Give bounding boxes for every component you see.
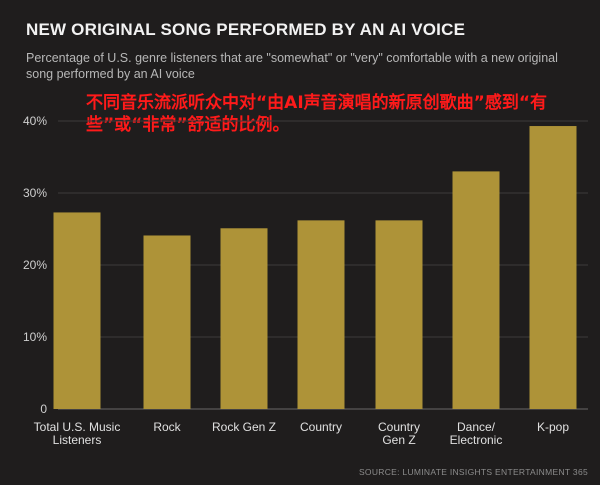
x-category-label: Dance/ (457, 420, 496, 434)
y-tick-label: 10% (23, 330, 47, 344)
x-category-label: Rock (153, 420, 181, 434)
x-category-label: Country (300, 420, 342, 434)
chart-title: NEW ORIGINAL SONG PERFORMED BY AN AI VOI… (26, 20, 466, 39)
chart-subtitle: Percentage of U.S. genre listeners that … (26, 51, 558, 81)
bar (53, 212, 101, 409)
x-category-label: Gen Z (382, 433, 415, 447)
y-tick-label: 20% (23, 258, 47, 272)
bar (452, 171, 500, 409)
x-category-label: Total U.S. Music (34, 420, 121, 434)
x-category-label: Electronic (450, 433, 503, 447)
chinese-annotation: 不同音乐流派听众中对“由AI声音演唱的新原创歌曲”感到“有些”或“非常”舒适的比… (86, 93, 547, 135)
x-category-label: Rock Gen Z (212, 420, 276, 434)
y-tick-label: 0 (40, 402, 47, 416)
y-tick-label: 30% (23, 186, 47, 200)
bar (529, 126, 577, 409)
bar (375, 220, 423, 409)
x-category-label: Country (378, 420, 420, 434)
y-tick-label: 40% (23, 114, 47, 128)
source-note: SOURCE: LUMINATE INSIGHTS ENTERTAINMENT … (358, 467, 588, 477)
bar (220, 228, 268, 409)
x-category-label: K-pop (537, 420, 569, 434)
bar (297, 220, 345, 409)
x-category-label: Listeners (53, 433, 102, 447)
bar (143, 235, 191, 409)
